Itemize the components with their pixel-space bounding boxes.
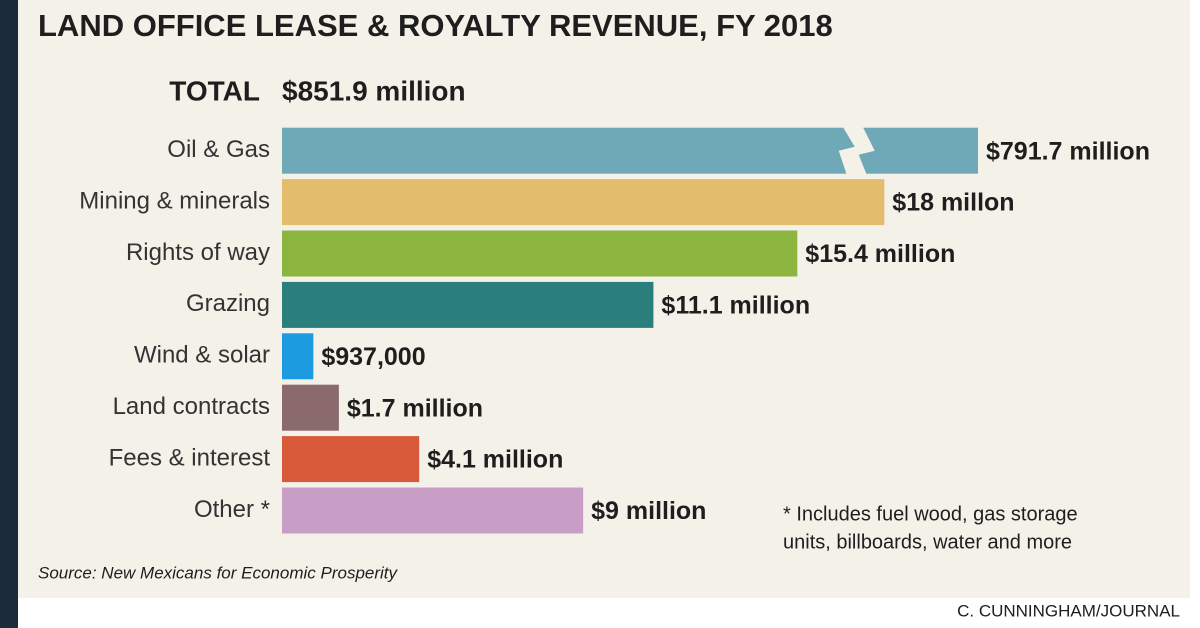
category-label: Land contracts [113,393,270,420]
axis-break [838,126,875,175]
category-label: Rights of way [126,239,270,266]
bar [282,281,654,328]
category-label: Other * [194,496,270,523]
category-label: Grazing [186,290,270,317]
category-label: Wind & solar [134,342,270,369]
bar [282,436,420,483]
footnote: * Includes fuel wood, gas storage [783,503,1078,525]
bar [282,230,798,277]
total-label: TOTAL [169,75,260,106]
category-label: Oil & Gas [167,136,270,163]
chart-title: LAND OFFICE LEASE & ROYALTY REVENUE, FY … [38,8,833,43]
value-label: $11.1 million [661,292,810,320]
category-label: Mining & minerals [79,187,270,214]
bar [282,333,314,380]
value-label: $18 millon [892,189,1014,217]
value-label: $15.4 million [805,240,955,268]
value-label: $1.7 million [347,394,483,422]
bar [282,179,885,226]
source: Source: New Mexicans for Economic Prospe… [38,563,399,582]
bar [282,487,584,534]
credit: C. CUNNINGHAM/JOURNAL [957,601,1180,620]
value-label: $9 million [591,497,706,525]
left-edge [0,0,18,628]
value-label: $4.1 million [427,446,563,474]
category-label: Fees & interest [109,444,271,471]
bar [282,384,339,431]
value-label: $791.7 million [986,137,1150,165]
value-label: $937,000 [321,343,425,371]
total-value: $851.9 million [282,75,466,106]
footnote: units, billboards, water and more [783,531,1072,553]
